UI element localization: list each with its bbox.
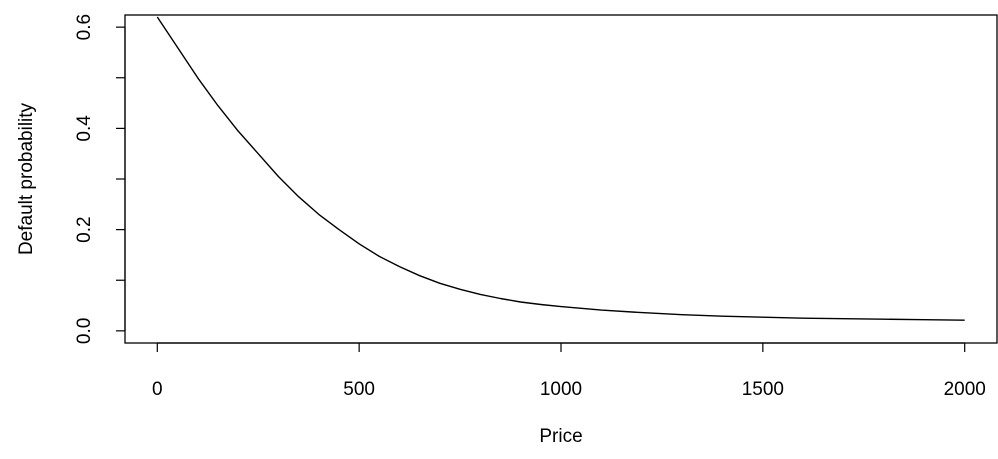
plot-frame xyxy=(124,14,998,344)
x-axis-label: Price xyxy=(539,426,582,447)
series-line xyxy=(156,16,965,321)
y-tick-label: 0.4 xyxy=(74,115,95,142)
y-tick-label: 0.0 xyxy=(74,318,95,344)
y-axis: 0.0 0.2 0.4 0.6 xyxy=(74,14,126,344)
series-layer xyxy=(156,16,965,321)
y-tick-label: 0.6 xyxy=(74,14,95,40)
x-tick-label: 500 xyxy=(343,379,375,400)
x-tick-label: 2000 xyxy=(944,379,986,400)
x-tick-label: 1500 xyxy=(742,379,784,400)
y-tick-label: 0.2 xyxy=(74,216,95,242)
y-axis-label: Default probability xyxy=(16,102,37,255)
x-axis: 0 500 1000 1500 2000 xyxy=(152,342,986,400)
x-tick-label: 1000 xyxy=(540,379,582,400)
x-tick-label: 0 xyxy=(152,379,163,400)
